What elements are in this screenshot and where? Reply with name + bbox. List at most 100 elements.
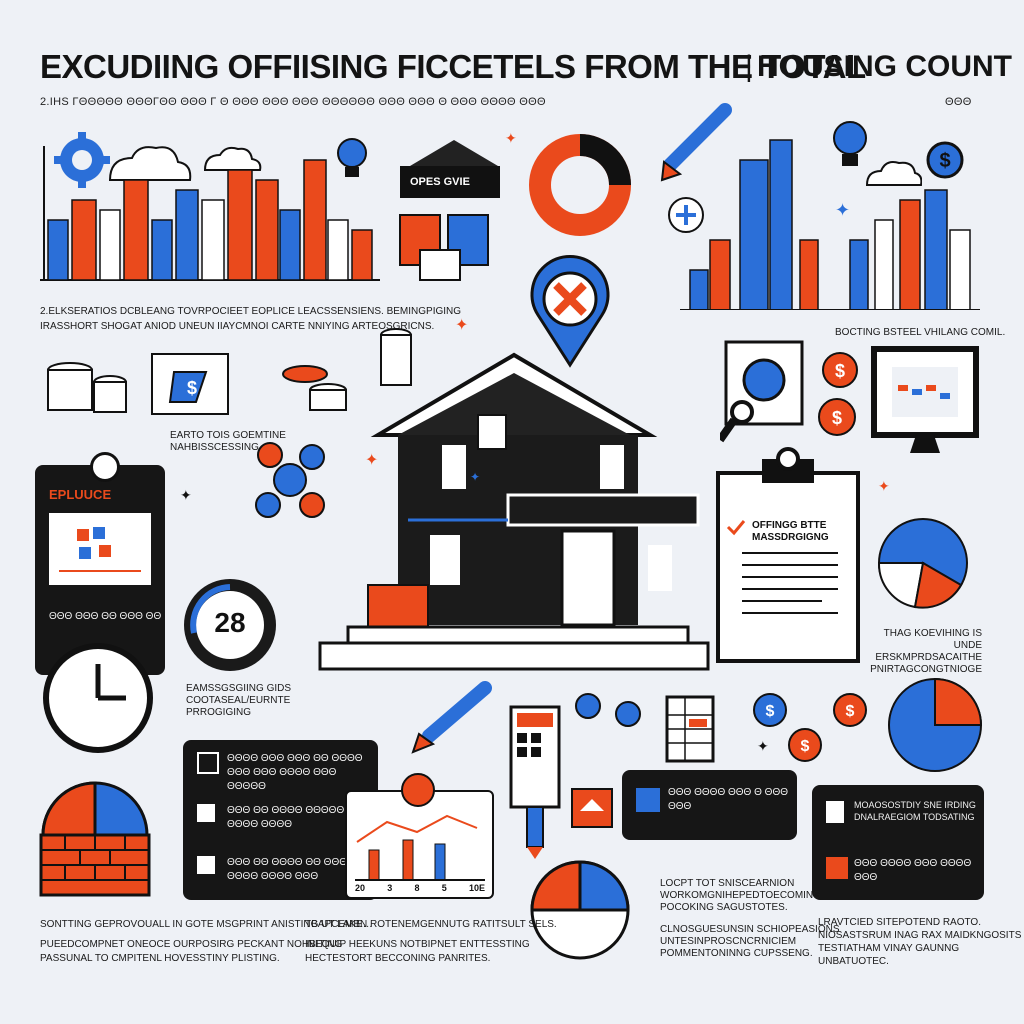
right-caption: THAG KOEVIHING IS UNDE ERSKMPRDSACAITHE … (862, 628, 982, 676)
clock-icon (43, 643, 153, 753)
calculator-device-icon (509, 705, 561, 859)
payment-card-icon: $ (151, 353, 229, 415)
note-grid-icon (197, 856, 215, 874)
svg-text:$: $ (801, 738, 810, 755)
gauge-caption-line1: EAMSSGSGIING GIDS (186, 683, 292, 694)
top-left-caption-1: 2.ELKSERATIOS DCBLEANG TOVRPOCIEET EOPLI… (40, 306, 462, 317)
cloud-icon-right (865, 161, 922, 186)
notes-item-3: ΘΘΘ ΘΘ ΘΘΘΘ ΘΘ ΘΘΘ ΘΘΘΘ ΘΘΘΘ ΘΘΘ (227, 857, 348, 882)
house-badge-icon (571, 788, 613, 828)
pencil-icon (660, 103, 732, 182)
svg-text:$: $ (187, 378, 197, 398)
earth-caption-line2: NAHBISSCESSING (170, 442, 259, 453)
coin-tower-icon (380, 328, 412, 386)
sparkle-icon: ✦ (365, 452, 379, 469)
clipboard-line2: MASSDRGIGNG (752, 532, 829, 543)
bottom-col4-line3: TESTIATHAM VINAY GAUNNG UNBATUOTEC. (818, 943, 960, 967)
right-panel-item1: MOAOSOSTDIY SNE IRDING (854, 800, 976, 810)
right-caption-line2: ERSKMPRDSACAITHE (875, 652, 982, 663)
magnifier-badge-icon (720, 340, 804, 443)
sparkle-icon: ✦ (757, 738, 769, 754)
gauge-dial (184, 579, 276, 671)
mini-chart-label: 3 (387, 883, 393, 893)
gear-icon (54, 132, 110, 188)
page-subtitle: 2.IHS ΓΘΘΘΘΘ ΘΘΘΓΘΘ ΘΘΘ Γ Θ ΘΘΘ ΘΘΘ ΘΘΘ … (40, 96, 546, 108)
gauge-caption-line3: PRROGIGING (186, 707, 252, 718)
network-nodes-icon (255, 442, 325, 518)
panel-hook-icon (90, 452, 120, 482)
bottom-col1-line2: PUEEDCOMPNET ONEOCE OURPOSIRG PECKANT NO… (40, 939, 343, 950)
coin-stack-icon (47, 362, 127, 413)
notes-item-2: ΘΘΘ ΘΘ ΘΘΘΘ ΘΘΘΘΘ ΘΘΘΘ ΘΘΘΘ (227, 805, 345, 830)
clipboard-line1: OFFINGG BTTE (752, 520, 827, 531)
svg-text:$: $ (766, 703, 775, 720)
mini-chart-label: 10E (468, 883, 485, 893)
bottom-col3-line5: UNTESINPROSCNCRNICIEM (660, 936, 797, 947)
spreadsheet-icon (665, 695, 715, 763)
pie-chart-bottom (530, 860, 630, 960)
svg-text:$: $ (939, 150, 950, 172)
document-icon (826, 801, 844, 823)
sparkle-icon: ✦ (470, 470, 481, 484)
mini-chart-label: 20 (355, 883, 366, 893)
right-panel-item2: ΘΘΘ ΘΘΘΘ ΘΘΘ ΘΘΘΘ ΘΘΘ (854, 858, 972, 883)
mini-bar-line-chart: 20 3 8 5 10E (345, 790, 494, 899)
page-title-right: HOUSING COUNT (757, 50, 1012, 83)
page-subtitle-right: ΘΘΘ (945, 96, 972, 108)
gauge-caption: EAMSSGSGIING GIDS COOTASEAL/EURNTE PRROG… (186, 683, 291, 719)
bottom-col1-line1: SONTTING GEPROVOUALL IN GOTE MSGPRINT AN… (40, 919, 373, 930)
sparkle-icon: ✦ (505, 130, 517, 146)
brick-dome-icon (39, 781, 151, 897)
sparkle-icon: ✦ (455, 317, 469, 334)
bottom-col4-line2: NIOSASTSRUM INAG RAX MAIDKNGOSITS (818, 930, 1022, 941)
gauge-caption-line2: COOTASEAL/EURNTE (186, 695, 291, 706)
right-caption-line1: THAG KOEVIHING IS UNDE (883, 628, 982, 651)
svg-text:$: $ (835, 361, 845, 381)
house-illustration (318, 352, 710, 671)
bottom-col1-line3: PASSUNAL TO CMPITENL HOVESSTINY PLISTING… (40, 953, 280, 964)
svg-text:$: $ (846, 703, 855, 720)
bottom-col2-line2: INEQUIP HEEKUNS NOTBIPNET ENTTESSTING (305, 939, 530, 950)
bottom-col3-line1: LOCPT TOT SNISCEARNION (660, 878, 795, 889)
plus-badge-icon (668, 197, 704, 233)
gauge-value: 28 (214, 607, 246, 638)
mini-chart-label: 5 (441, 883, 447, 893)
bottom-col3-line3: POCOKING SAGUSTOTES. (660, 902, 788, 913)
top-right-bar-chart (680, 139, 980, 310)
top-right-caption: BOCTING BSTEEL VHILANG COMIL. (835, 327, 1006, 338)
right-info-panel: MOAOSOSTDIY SNE IRDING DNALRAEGIOM TODSA… (812, 785, 984, 900)
donut-chart (529, 134, 631, 236)
right-caption-line3: PNIRTAGCONGTNIOGE (870, 664, 982, 675)
notes-item-1: ΘΘΘΘ ΘΘΘ ΘΘΘ ΘΘ ΘΘΘΘ ΘΘΘ ΘΘΘ ΘΘΘΘ ΘΘΘ ΘΘ… (227, 753, 363, 792)
dollar-badge-icon: $ (926, 141, 964, 179)
bottom-col4-line1: LRAVTCIED SITEPOTEND RAOTO. (818, 917, 981, 928)
bottom-col3-line4: CLNOSGUESUNSIN SCHIOPEASIONS (660, 924, 840, 935)
top-left-bar-chart (40, 132, 380, 281)
pie-chart-right-bottom (888, 677, 983, 772)
open-house-sign (399, 140, 500, 281)
left-panel-footer: ΘΘΘ ΘΘΘ ΘΘ ΘΘΘ ΘΘ (49, 611, 162, 622)
dollar-coin-icon-3: $ (753, 693, 787, 727)
bottom-col2-line3: HECTESTORT BECCONING PANRITES. (305, 953, 491, 964)
sparkle-icon: ✦ (878, 478, 890, 494)
bottom-col4: LRAVTCIED SITEPOTEND RAOTO. NIOSASTSRUM … (818, 916, 1024, 968)
send-icon (636, 788, 660, 812)
mini-chart-labels: 20 3 8 5 10E (355, 883, 485, 893)
coin-pile-icon (282, 365, 347, 411)
bottom-col2-line1: TBAPCEMBN ROTENEMGENNUTG RATITSULT SELS. (305, 919, 557, 930)
dollar-coin-icon-2: $ (818, 398, 856, 436)
mini-chart-graphic (355, 814, 485, 881)
clipboard-text: OFFINGG BTTE MASSDRGIGNG (752, 520, 829, 544)
reload-coin-icon (401, 773, 435, 807)
chart-icon (826, 857, 848, 879)
bottom-col3-line6: POMMENTONINNG CUPSSENG. (660, 948, 813, 959)
pie-chart-right-top (877, 518, 968, 609)
earth-caption-line1: EARTO TOIS GOEMTINE (170, 430, 286, 441)
dollar-coin-icon-4: $ (833, 693, 867, 727)
top-left-bars (47, 159, 373, 281)
left-panel-image (49, 513, 151, 585)
title-separator: | (745, 50, 753, 83)
bottom-col3: LOCPT TOT SNISCEARNION WORKOMGNIHEPEDTOE… (660, 878, 839, 960)
right-panel-item1b: DNALRAEGIOM TODSATING (854, 812, 975, 822)
clipboard-icon (716, 447, 860, 663)
